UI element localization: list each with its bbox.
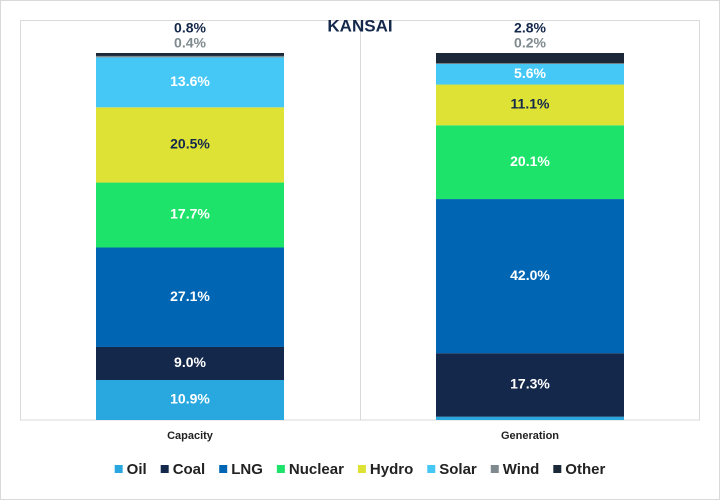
x-tick-label: Generation	[501, 430, 559, 442]
value-label: 13.6%	[170, 73, 210, 89]
legend-label: Hydro	[370, 461, 413, 478]
legend-swatch	[357, 465, 366, 473]
bar-segment	[436, 125, 624, 200]
bar-segment	[436, 199, 624, 354]
bar-segment	[436, 53, 624, 64]
legend-swatch	[427, 465, 436, 473]
bar-segment	[96, 379, 284, 420]
legend-label: Oil	[127, 461, 147, 478]
bar-segment	[96, 247, 284, 347]
value-label: 5.6%	[514, 65, 546, 81]
bar-segment	[436, 64, 624, 85]
chart-title: KANSAI	[327, 16, 392, 35]
value-label: 42.0%	[510, 267, 550, 283]
legend-swatch	[114, 465, 123, 473]
value-label: 11.1%	[511, 96, 550, 112]
value-label: 0.4%	[174, 35, 206, 51]
value-label: 27.1%	[170, 288, 210, 304]
value-label: 20.5%	[170, 136, 210, 152]
bar-segment	[96, 57, 284, 108]
value-label: 17.7%	[170, 206, 210, 222]
legend-label: Other	[565, 461, 605, 478]
legend-swatch	[490, 465, 499, 473]
legend-label: Coal	[173, 461, 206, 478]
bar-segment	[96, 53, 284, 56]
bar-segment	[96, 182, 284, 248]
bar-segment	[96, 107, 284, 183]
value-label: 10.9%	[170, 391, 210, 407]
legend-label: Nuclear	[289, 461, 344, 478]
x-tick-label: Capacity	[167, 430, 214, 442]
legend-label: Wind	[503, 461, 540, 478]
legend-swatch	[160, 465, 169, 473]
bar-segment	[436, 416, 624, 420]
bar-segment	[436, 353, 624, 417]
legend-swatch	[553, 465, 562, 473]
value-label: 20.1%	[510, 153, 550, 169]
bar-segment	[96, 55, 284, 58]
value-label: 9.0%	[174, 354, 206, 370]
value-label: 17.3%	[510, 376, 550, 392]
bar-segment	[436, 63, 624, 65]
legend-swatch	[219, 465, 228, 473]
value-label: 0.2%	[514, 35, 546, 51]
bar-segment	[436, 84, 624, 126]
legend-swatch	[276, 465, 285, 473]
legend-label: LNG	[231, 461, 263, 478]
legend-label: Solar	[439, 461, 477, 478]
value-label: 2.8%	[514, 20, 546, 36]
value-label: 0.8%	[174, 20, 206, 36]
bar-segment	[96, 346, 284, 380]
